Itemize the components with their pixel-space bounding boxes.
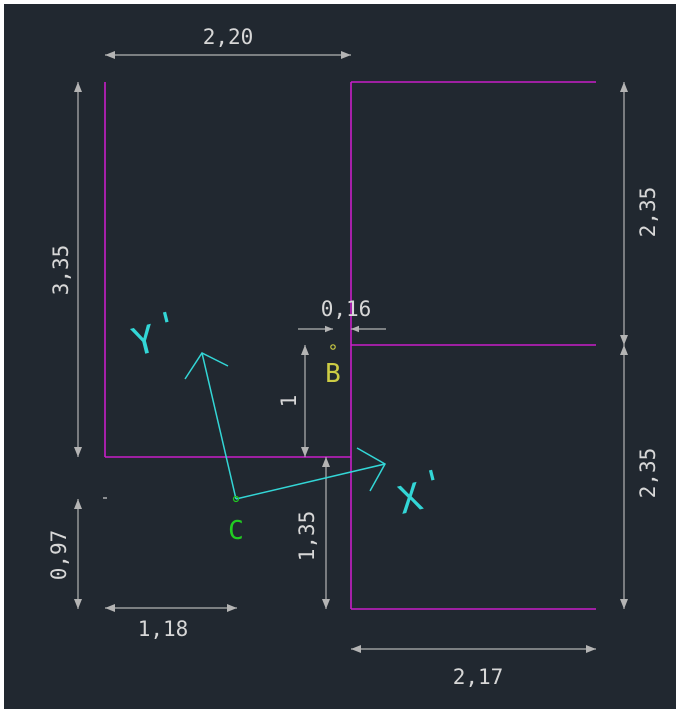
y-prime-axis-line	[201, 352, 237, 500]
point-c-marker	[232, 495, 240, 503]
dim-right-upper-text: 2,35	[636, 187, 660, 238]
point-b-marker	[330, 344, 336, 350]
dim-bottom-left-height-text: 0,97	[47, 530, 71, 581]
dim-gap-text: 0,16	[321, 297, 372, 321]
dimension-lines	[74, 51, 628, 653]
point-b-label: B	[325, 359, 341, 389]
dim-bottom-right-width-text: 2,17	[453, 665, 504, 689]
dim-b-height-text: 1	[277, 395, 301, 408]
y-prime-arrowhead	[184, 352, 229, 380]
axis-y-prime-mark: '	[152, 302, 185, 350]
local-axes	[184, 352, 387, 500]
dim-left-height-text: 3,35	[49, 245, 73, 296]
point-c-label: C	[228, 516, 244, 546]
axis-x-prime-mark: '	[418, 460, 451, 508]
x-prime-axis-line	[235, 463, 386, 500]
x-prime-arrowhead	[356, 447, 387, 492]
axis-y-prime-label: Y'	[126, 302, 187, 364]
dim-right-lower-text: 2,35	[636, 448, 660, 499]
dim-c-height-text: 1,35	[295, 511, 319, 562]
dim-bottom-left-width-text: 1,18	[138, 617, 189, 641]
room-outline	[104, 81, 596, 610]
dim-top-width-text: 2,20	[203, 25, 254, 49]
drawing-background	[4, 4, 676, 709]
axis-x-prime-label: X'	[392, 460, 453, 522]
